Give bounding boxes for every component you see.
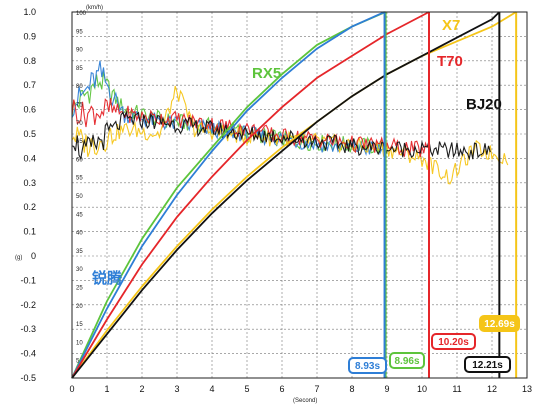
- x-tick-label: 4: [209, 384, 214, 394]
- y-right-tick-label: 100: [76, 11, 87, 17]
- y-left-tick-label: -0.5: [20, 373, 36, 383]
- y-left-tick-label: 0.6: [23, 105, 36, 115]
- finish-time-box: [464, 356, 511, 373]
- x-tick-label: 2: [139, 384, 144, 394]
- y-left-tick-label: 0.1: [23, 227, 36, 237]
- x-tick-label: 8: [349, 384, 354, 394]
- x-tick-label: 0: [69, 384, 74, 394]
- y-right-tick-label: 75: [76, 103, 83, 109]
- series-label: BJ20: [466, 96, 502, 113]
- x-tick-label: 9: [384, 384, 389, 394]
- finish-time-label: 12.69s: [484, 319, 515, 330]
- finish-time-label: 10.20s: [438, 337, 469, 348]
- y-right-tick-label: 95: [76, 29, 83, 35]
- finish-time-box: [431, 333, 476, 350]
- y-left-tick-label: 0.2: [23, 202, 36, 212]
- finish-time-label: 8.93s: [355, 361, 380, 372]
- y-right-tick-label: 25: [76, 286, 83, 292]
- y-right-tick-label: 50: [76, 194, 83, 200]
- y-left-tick-label: 1.0: [23, 7, 36, 17]
- y-left-tick-label: -0.1: [20, 275, 36, 285]
- x-tick-label: 11: [452, 384, 461, 394]
- y-right-tick-label: 70: [76, 121, 83, 127]
- x-tick-label: 5: [244, 384, 249, 394]
- y-right-tick-label: 55: [76, 176, 83, 182]
- finish-time-box: [389, 352, 425, 369]
- series-label: T70: [437, 53, 463, 70]
- y-right-tick-label: 10: [76, 340, 83, 346]
- y-left-tick-label: 0.7: [23, 80, 36, 90]
- x-tick-label: 3: [174, 384, 179, 394]
- speed-series: [71, 11, 517, 379]
- y-left-tick-label: 0: [31, 251, 36, 261]
- finish-time-label: 8.96s: [394, 356, 419, 367]
- speed-line-3: [71, 11, 430, 379]
- plot-frame: [71, 11, 528, 379]
- y-right-tick-label: 80: [76, 84, 83, 90]
- finish-time-label: 12.21s: [472, 360, 503, 371]
- speed-line-0: [71, 11, 386, 379]
- x-tick-label: 13: [522, 384, 532, 394]
- x-axis-unit: (Second): [293, 398, 317, 404]
- x-tick-label: 10: [417, 384, 427, 394]
- y-left-tick-label: 0.3: [23, 178, 36, 188]
- y-right-tick-label: 15: [76, 322, 83, 328]
- series-label: RX5: [252, 65, 281, 82]
- speed-line-1: [71, 11, 385, 379]
- y-left-tick-label: 0.8: [23, 56, 36, 66]
- series-label: X7: [442, 17, 460, 34]
- y-left-tick-label: -0.3: [20, 324, 36, 334]
- speed-line-2: [71, 11, 517, 379]
- y-right-tick-label: 45: [76, 212, 83, 218]
- y-left-tick-label: 0.4: [23, 153, 36, 163]
- y-right-tick-label: 65: [76, 139, 83, 145]
- right-axis-unit: (km/h): [86, 5, 103, 11]
- y-right-tick-label: 35: [76, 249, 83, 255]
- y-right-tick-label: 20: [76, 304, 83, 310]
- y-right-tick-label: 30: [76, 267, 83, 273]
- y-left-tick-label: -0.4: [20, 349, 36, 359]
- chart-axes: 0 1 2 3 4 5 6 7 8 9 10 11 12 13-0.5-0.4-0.3-0.2-0.100…: [20, 7, 532, 394]
- speed-line-4: [71, 11, 501, 379]
- y-left-tick-label: 0.9: [23, 31, 36, 41]
- y-right-tick-label: 60: [76, 157, 83, 163]
- finish-time-box: [479, 315, 520, 332]
- y-right-tick-label: 90: [76, 48, 83, 54]
- finish-time-box: [348, 357, 387, 374]
- y-left-tick-label: 0.5: [23, 129, 36, 139]
- accel-line-4: [71, 110, 491, 161]
- x-tick-label: 7: [314, 384, 319, 394]
- y-left-tick-label: -0.2: [20, 300, 36, 310]
- chart-labels: RX5 X7 T70 BJ20 锐腾 8.93s 8.96s 10.20s 12.21s 12.6…: [92, 17, 520, 374]
- x-tick-label: 6: [279, 384, 284, 394]
- y-right-tick-label: 40: [76, 231, 83, 237]
- x-tick-label: 1: [104, 384, 109, 394]
- series-label: 锐腾: [92, 269, 123, 287]
- y-right-tick-label: 5: [76, 359, 80, 365]
- y-right-tick-label: 85: [76, 66, 83, 72]
- left-axis-unit: (g): [15, 255, 22, 261]
- x-tick-label: 12: [487, 384, 497, 394]
